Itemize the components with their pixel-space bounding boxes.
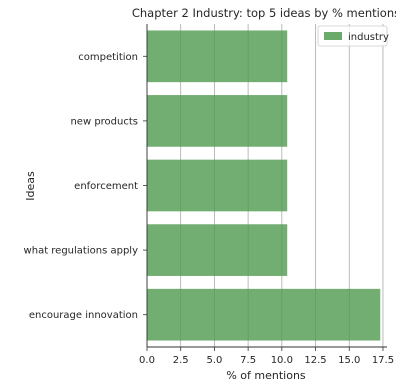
x-tick-label: 0.0 <box>139 355 155 366</box>
legend-box <box>317 25 388 47</box>
x-tick-label: 5.0 <box>206 355 222 366</box>
y-tick-label: enforcement <box>74 181 138 192</box>
x-tick-label: 2.5 <box>173 355 189 366</box>
legend-label: industry <box>348 32 389 43</box>
bar <box>147 95 288 147</box>
y-axis-label: Ideas <box>24 171 37 201</box>
x-tick-label: 10.0 <box>271 355 293 366</box>
bars <box>146 24 384 347</box>
legend: industry <box>317 25 389 47</box>
y-tick-label: competition <box>78 52 138 63</box>
y-tick-label: new products <box>70 116 138 127</box>
bar <box>147 224 288 276</box>
x-tick-label: 15.0 <box>338 355 360 366</box>
y-tick-label: encourage innovation <box>29 310 138 321</box>
x-tick-label: 17.5 <box>372 355 394 366</box>
axes: 0.0 2.5 5.0 7.5 10.0 12.5 15.0 17.5 competition n… <box>24 24 394 366</box>
x-tick-label: 12.5 <box>304 355 326 366</box>
bar <box>147 30 288 83</box>
bar <box>147 288 381 341</box>
legend-swatch <box>324 32 342 40</box>
x-tick-label: 7.5 <box>240 355 256 366</box>
y-tick-label: what regulations apply <box>24 246 139 257</box>
bar <box>147 159 288 212</box>
chart-title: Chapter 2 Industry: top 5 ideas by % men… <box>132 6 396 20</box>
x-axis-label: % of mentions <box>226 369 306 382</box>
